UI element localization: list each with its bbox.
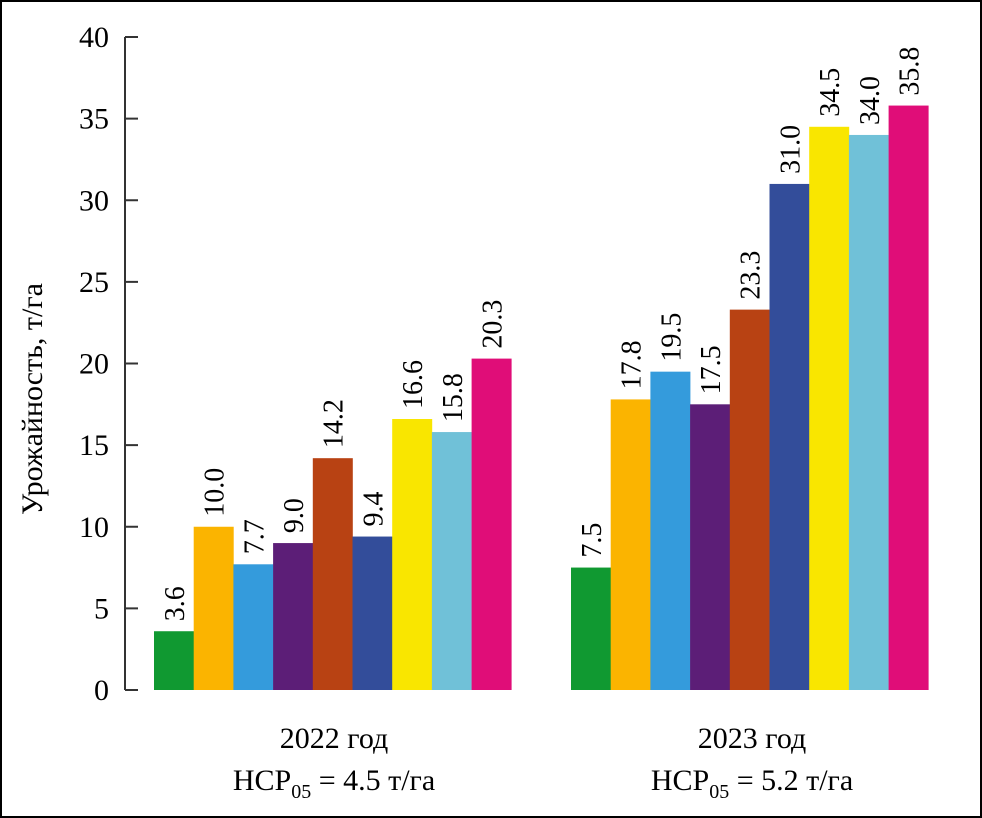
data-label: 9.4 [358, 492, 389, 527]
data-label: 34.0 [855, 76, 886, 125]
data-label: 17.8 [617, 340, 648, 389]
bar [690, 404, 731, 690]
data-label: 3.6 [160, 586, 191, 621]
data-label: 34.5 [815, 68, 846, 117]
bar [273, 543, 314, 690]
data-label: 16.6 [398, 360, 429, 409]
data-label: 19.5 [656, 313, 687, 362]
lsd-prefix: НСР [233, 764, 291, 797]
bar [392, 419, 433, 690]
data-label: 35.8 [894, 47, 925, 96]
data-label: 7.5 [577, 523, 608, 558]
bar [809, 126, 850, 691]
y-tick-label: 5 [94, 592, 109, 625]
bar [571, 567, 611, 690]
bars: 3.6 10.0 7.7 9.0 14.2 9.4 16.6 15.8 20.3 7.5 17.8 1… [154, 47, 929, 691]
data-label: 23.3 [736, 251, 767, 300]
bar [650, 371, 691, 690]
y-tick-label: 25 [79, 266, 109, 299]
bar [154, 631, 194, 690]
group-label-2022: 2022 год [280, 722, 388, 755]
y-axis: 0 5 10 15 20 25 30 35 40 [79, 21, 138, 707]
bar [431, 432, 472, 690]
bar [610, 399, 651, 690]
data-label: 15.8 [438, 373, 469, 422]
data-label: 20.3 [477, 300, 508, 349]
y-tick-label: 15 [79, 429, 109, 462]
data-label: 9.0 [279, 498, 310, 533]
y-axis-label: Урожайность, т/га [16, 283, 49, 515]
bar [769, 183, 810, 691]
lsd-value: = 4.5 т/га [311, 764, 435, 797]
data-label: 10.0 [200, 468, 231, 517]
bar [193, 526, 234, 690]
y-tick-label: 35 [79, 103, 109, 136]
group-label-2023: 2023 год [698, 722, 806, 755]
bar [312, 458, 353, 690]
data-label: 17.5 [696, 345, 727, 394]
bar [848, 134, 889, 690]
lsd-2022: НСР05 = 4.5 т/га [233, 764, 435, 803]
bar [729, 309, 770, 690]
lsd-2023: НСР05 = 5.2 т/га [651, 764, 853, 803]
bar [888, 105, 929, 690]
bar [352, 536, 393, 690]
data-label: 14.2 [319, 399, 350, 448]
y-tick-label: 20 [79, 348, 109, 381]
lsd-subscript: 05 [709, 781, 729, 803]
lsd-value: = 5.2 т/га [729, 764, 853, 797]
bar [471, 358, 512, 690]
lsd-prefix: НСР [651, 764, 709, 797]
y-tick-label: 10 [79, 511, 109, 544]
bar [233, 564, 274, 690]
lsd-subscript: 05 [291, 781, 311, 803]
y-tick-label: 40 [79, 21, 109, 54]
y-tick-label: 0 [94, 674, 109, 707]
data-label: 7.7 [239, 519, 270, 554]
data-label: 31.0 [775, 125, 806, 174]
y-tick-label: 30 [79, 184, 109, 217]
